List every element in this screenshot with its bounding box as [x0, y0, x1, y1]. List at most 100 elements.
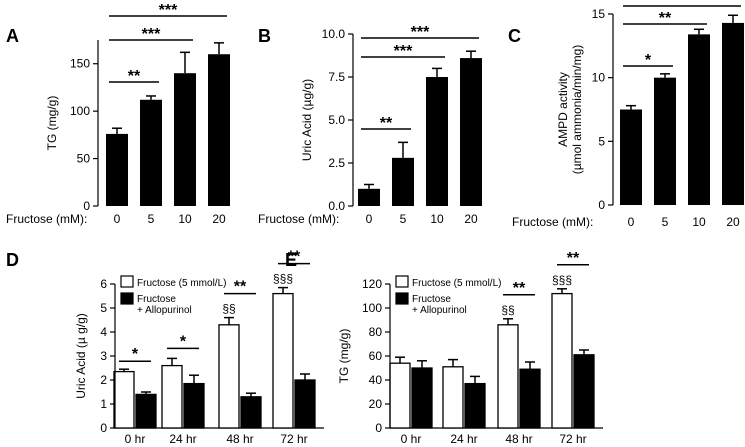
panel-e: ETG (mg/g)0 hr 24 hr 48 hr 72 hr§§§§§****Fr… [285, 250, 603, 446]
y-tick-label: 20 [369, 397, 383, 411]
bar [183, 382, 205, 429]
significance-label: ** [128, 68, 141, 85]
bar [460, 58, 482, 206]
legend: Fructose (5 mmol/L) Fructose+ Allopurinol [120, 275, 226, 316]
x-tick-label: 0 [628, 215, 635, 229]
significance-label: * [180, 333, 187, 350]
x-tick-label: 20 [464, 212, 478, 226]
bar [113, 370, 135, 429]
significance-label: ** [567, 250, 580, 267]
x-tick-label: 48 hr [505, 432, 532, 446]
bar [551, 292, 573, 429]
x-tick-label: 0 hr [401, 432, 422, 446]
x-axis-label: Fructose (mM): [6, 212, 87, 226]
bar [426, 77, 448, 206]
annotation-label: §§ [222, 302, 235, 316]
panel-letter: E [285, 250, 297, 270]
bar [573, 354, 595, 429]
bar [464, 382, 486, 429]
bar [140, 99, 162, 206]
y-tick-label: 2 [100, 373, 107, 387]
significance-label: ** [676, 0, 689, 9]
bar [620, 109, 642, 205]
y-axis-label: Uric Acid (µ g/g) [74, 313, 88, 399]
significance-label: * [132, 346, 139, 363]
significance-label: ** [513, 280, 526, 297]
y-tick-label: 10 [592, 71, 606, 85]
x-tick-label: 5 [662, 215, 669, 229]
bar [294, 379, 316, 429]
y-tick-label: 60 [369, 349, 383, 363]
y-tick-label: 100 [70, 104, 90, 118]
significance-label: *** [411, 24, 430, 41]
y-tick-label: 0 [83, 199, 90, 213]
x-tick-label: 0 [366, 212, 373, 226]
legend-label: Fructose [412, 294, 451, 305]
bar [497, 324, 519, 429]
x-tick-label: 72 hr [559, 432, 586, 446]
y-tick-label: 100 [362, 301, 382, 315]
x-tick-label: 5 [400, 212, 407, 226]
y-tick-label: 15 [592, 7, 606, 21]
bar [272, 292, 294, 429]
y-tick-label: 150 [70, 57, 90, 71]
significance-label: ** [288, 249, 301, 266]
y-tick-label: 40 [369, 373, 383, 387]
significance-label: *** [394, 43, 413, 60]
bar [722, 22, 744, 206]
x-axis-label: Fructose (mM): [512, 215, 593, 229]
y-axis: 0 1 2 3 4 5 6 [100, 277, 116, 435]
annotation-label: §§ [501, 303, 514, 317]
y-tick-label: 0 [100, 421, 107, 435]
bar [240, 396, 262, 429]
y-tick-label: 0 [375, 421, 382, 435]
y-axis-label: AMPD activity [556, 72, 570, 147]
bar [208, 54, 230, 206]
y-tick-label: 3 [100, 349, 107, 363]
x-axis-label: Fructose (mM): [258, 212, 339, 226]
legend-label: Fructose (5 mmol/L) [412, 278, 501, 289]
significance-label: ** [234, 279, 247, 296]
y-axis-label: TG (mg/g) [45, 96, 59, 151]
x-tick-label: 5 [148, 212, 155, 226]
y-tick-label: 5 [598, 134, 605, 148]
bar [688, 34, 710, 205]
x-tick-label: 48 hr [226, 432, 253, 446]
bar [135, 393, 157, 429]
y-axis-label: Uric Acid (µg/g) [300, 79, 314, 161]
legend-swatch [120, 275, 134, 288]
y-tick-label: 6 [100, 277, 107, 291]
x-tick-label: 72 hr [280, 432, 307, 446]
bar [389, 362, 411, 429]
x-tick-label: 24 hr [169, 432, 196, 446]
x-tick-label: 10 [178, 212, 192, 226]
bar [392, 157, 414, 206]
bar [161, 364, 183, 429]
bar [411, 367, 433, 429]
y-axis: 0 5 10 15 [592, 7, 614, 212]
x-tick-label: 24 hr [450, 432, 477, 446]
significance-label: *** [159, 2, 178, 19]
panel-letter: A [6, 26, 19, 46]
x-tick-label: 20 [726, 215, 740, 229]
y-tick-label: 120 [362, 277, 382, 291]
y-tick-label: 7.5 [328, 70, 345, 84]
bar [358, 188, 380, 206]
legend-label: Fructose [137, 294, 176, 305]
panel-letter: C [508, 26, 521, 46]
panel-letter: D [6, 250, 19, 270]
y-tick-label: 1 [100, 397, 107, 411]
legend-swatch [395, 292, 409, 305]
x-tick-label: 0 [114, 212, 121, 226]
significance-label: * [645, 52, 652, 69]
bar [106, 133, 128, 206]
y-tick-label: 80 [369, 325, 383, 339]
y-tick-label: 10.0 [322, 27, 346, 41]
y-axis: 0 20 40 60 80 100 120 [362, 277, 391, 435]
legend-label: Fructose (5 mmol/L) [137, 278, 226, 289]
y-axis: 0 50 100 150 [70, 40, 99, 213]
x-tick-label: 10 [692, 215, 706, 229]
